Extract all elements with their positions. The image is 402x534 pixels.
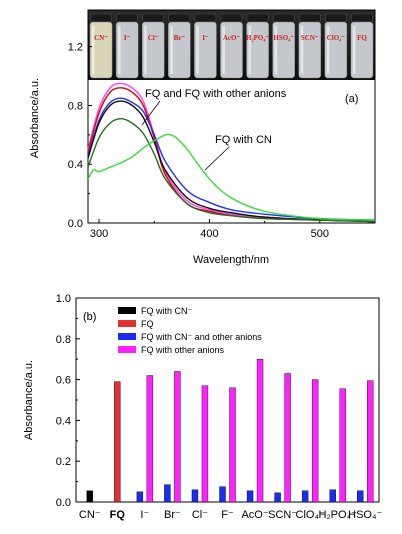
absorbance-bar-chart: 0.0 0.2 0.4 0.6 0.8 1.0 FQ with CN⁻ FQ FQ with … <box>23 293 382 521</box>
x-tick-label: 500 <box>311 228 329 240</box>
x-tick-label: 400 <box>200 228 218 240</box>
y-tick-label: 1.0 <box>56 293 71 305</box>
category-label: H₂PO₄⁻ <box>318 509 357 521</box>
spectrum-line <box>87 118 376 223</box>
y-tick-label: 0.4 <box>56 415 71 427</box>
bar <box>246 490 254 503</box>
vial: I⁻ <box>194 13 217 79</box>
bar <box>256 358 264 503</box>
y-tick-label: 0.0 <box>56 497 71 509</box>
vial-label: Br⁻ <box>174 34 186 42</box>
vial-photo-strip: CN⁻ I⁻ Cl⁻ Br⁻ I⁻ AcO⁻ H₂PO₄⁻ HSO₄⁻ SCN⁻ ClO₄⁻ FQ <box>88 10 375 80</box>
category-label: Cl⁻ <box>192 509 208 521</box>
bar <box>146 375 154 503</box>
bar <box>164 484 171 503</box>
category-label: I⁻ <box>140 509 149 521</box>
annotation-main-pointer <box>141 100 161 126</box>
y-axis-label: Absorbance/a.u. <box>23 360 35 440</box>
annotation-cn: FQ with CN <box>215 134 272 146</box>
vial: ClO₄⁻ <box>324 13 348 79</box>
absorbance-spectra-chart: CN⁻ I⁻ Cl⁻ Br⁻ I⁻ AcO⁻ H₂PO₄⁻ HSO₄⁻ SCN⁻ ClO₄⁻ FQ … <box>29 9 376 266</box>
spectrum-line <box>87 133 376 221</box>
vial: Cl⁻ <box>141 13 165 79</box>
legend-swatch <box>118 307 136 314</box>
legend-entry: FQ <box>141 319 154 329</box>
legend-swatch <box>118 333 136 340</box>
vial: SCN⁻ <box>298 13 322 79</box>
bar <box>367 380 374 503</box>
bar <box>284 373 291 503</box>
bar <box>339 388 346 503</box>
vial-label: Cl⁻ <box>148 34 159 42</box>
y-tick-label: 1.2 <box>68 42 83 54</box>
legend-entry: FQ with CN⁻ and other anions <box>141 332 262 342</box>
vial: AcO⁻ <box>220 13 243 79</box>
x-axis-label: Wavelength/nm <box>193 254 269 266</box>
vial-label: I⁻ <box>124 34 131 42</box>
vial-label: CN⁻ <box>94 34 108 42</box>
bar <box>229 387 236 503</box>
vial: FQ <box>350 13 374 79</box>
y-tick-label: 0.8 <box>56 334 71 346</box>
panel-label: (b) <box>83 311 96 323</box>
bar <box>329 489 336 503</box>
bar <box>274 492 281 503</box>
vial: I⁻ <box>115 13 139 79</box>
spectrum-line <box>87 100 376 223</box>
spectrum-line <box>87 97 376 221</box>
category-label: ClO₄⁻ <box>296 509 325 521</box>
bar <box>191 489 199 503</box>
vial-label: H₂PO₄⁻ <box>246 34 269 42</box>
y-tick-label: 0.0 <box>68 218 83 230</box>
panel-label: (a) <box>345 93 358 105</box>
bar <box>311 379 319 503</box>
vial-label: SCN⁻ <box>301 34 319 42</box>
category-label: AcO⁻ <box>241 509 268 521</box>
category-label: SCN⁻ <box>268 509 297 521</box>
vial: Br⁻ <box>168 13 191 79</box>
bar <box>174 371 181 503</box>
vial: H₂PO₄⁻ <box>246 13 269 79</box>
category-label: FQ <box>110 509 126 521</box>
bar <box>136 491 144 503</box>
category-label: Br⁻ <box>164 509 181 521</box>
plot-frame <box>87 9 376 224</box>
category-label: CN⁻ <box>79 509 101 521</box>
bar <box>301 490 309 503</box>
vial: CN⁻ <box>89 13 113 79</box>
vial-label: AcO⁻ <box>223 34 241 42</box>
vial-label: I⁻ <box>202 34 209 42</box>
y-tick-label: 0.2 <box>56 456 71 468</box>
legend-swatch <box>118 346 136 353</box>
bar <box>86 490 93 503</box>
y-tick-label: 0.4 <box>68 159 83 171</box>
bar <box>201 385 209 503</box>
category-label: F⁻ <box>221 509 234 521</box>
bar <box>114 381 121 503</box>
x-tick-label: 300 <box>90 228 108 240</box>
vial: HSO₄⁻ <box>272 13 295 79</box>
category-label: HSO₄⁻ <box>348 509 382 521</box>
legend-entry: FQ with CN⁻ <box>141 306 193 316</box>
legend-entry: FQ with other anions <box>141 345 225 355</box>
bar <box>219 486 226 503</box>
annotation-cn-pointer <box>204 146 230 171</box>
y-axis-label: Absorbance/a.u. <box>29 78 41 158</box>
legend-swatch <box>118 320 136 327</box>
vial-label: HSO₄⁻ <box>273 34 294 42</box>
y-tick-label: 0.6 <box>56 375 71 387</box>
y-tick-label: 0.8 <box>68 100 83 112</box>
bar <box>357 490 364 503</box>
plot-frame <box>75 297 380 503</box>
vial-label: FQ <box>357 34 367 42</box>
annotation-main: FQ and FQ with other anions <box>145 88 287 100</box>
vial-label: ClO₄⁻ <box>327 34 346 42</box>
spectrum-line <box>87 87 376 223</box>
